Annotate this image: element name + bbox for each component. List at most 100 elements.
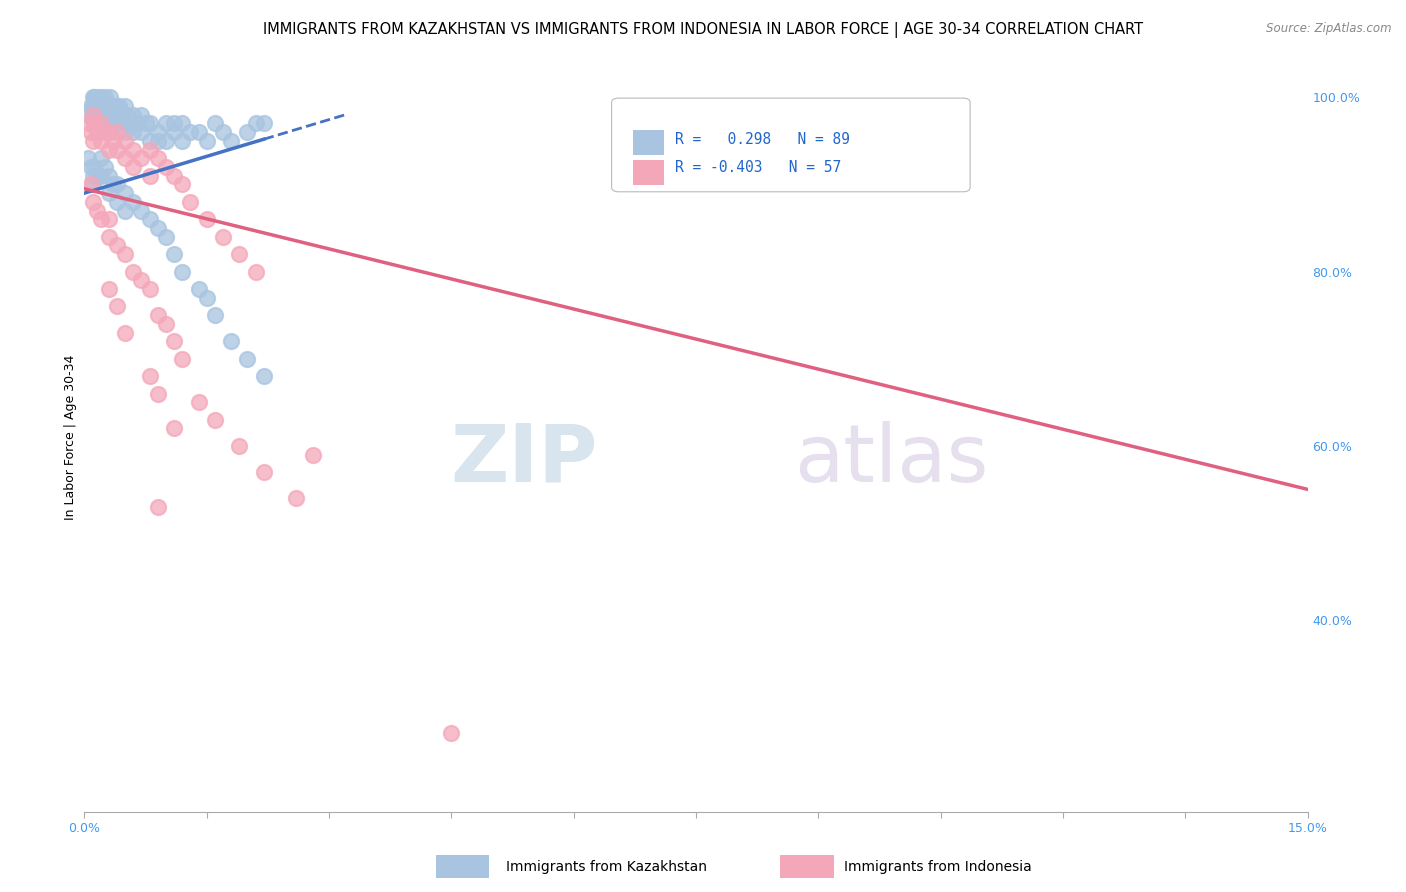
Point bbox=[146, 125, 169, 139]
Point bbox=[122, 194, 145, 209]
Point bbox=[114, 247, 136, 261]
Point bbox=[122, 108, 145, 122]
Point bbox=[138, 116, 160, 130]
Point bbox=[91, 99, 114, 113]
Point bbox=[122, 160, 145, 174]
Point bbox=[131, 151, 153, 165]
Point bbox=[114, 116, 136, 130]
Point bbox=[440, 726, 463, 740]
Point bbox=[97, 99, 120, 113]
Point bbox=[114, 99, 136, 113]
Point bbox=[77, 151, 100, 165]
Point bbox=[301, 448, 323, 462]
Point bbox=[80, 178, 103, 192]
Point bbox=[86, 90, 108, 104]
Point bbox=[105, 299, 128, 313]
Point bbox=[228, 247, 250, 261]
Point bbox=[245, 116, 267, 130]
Point bbox=[253, 465, 276, 479]
Point bbox=[172, 264, 194, 278]
Point bbox=[90, 90, 112, 104]
Point bbox=[138, 369, 160, 384]
Point bbox=[101, 178, 124, 192]
Point bbox=[122, 143, 145, 157]
Point bbox=[80, 99, 103, 113]
Point bbox=[179, 125, 201, 139]
Point bbox=[105, 108, 128, 122]
Point bbox=[195, 291, 218, 305]
Point bbox=[97, 116, 120, 130]
Point bbox=[105, 238, 128, 252]
Point bbox=[155, 116, 177, 130]
Point bbox=[114, 203, 136, 218]
Point bbox=[82, 178, 104, 192]
Point bbox=[127, 116, 149, 130]
Point bbox=[82, 169, 104, 183]
Point bbox=[97, 169, 120, 183]
Text: Immigrants from Kazakhstan: Immigrants from Kazakhstan bbox=[506, 860, 707, 874]
Point bbox=[187, 282, 209, 296]
Text: Source: ZipAtlas.com: Source: ZipAtlas.com bbox=[1267, 22, 1392, 36]
Point bbox=[97, 108, 120, 122]
Point bbox=[105, 99, 128, 113]
Point bbox=[97, 186, 120, 201]
Text: IMMIGRANTS FROM KAZAKHSTAN VS IMMIGRANTS FROM INDONESIA IN LABOR FORCE | AGE 30-: IMMIGRANTS FROM KAZAKHSTAN VS IMMIGRANTS… bbox=[263, 22, 1143, 38]
Point bbox=[172, 351, 194, 366]
Point bbox=[86, 203, 108, 218]
Point bbox=[115, 108, 138, 122]
Point bbox=[135, 116, 157, 130]
Point bbox=[90, 108, 112, 122]
Point bbox=[131, 125, 153, 139]
Point bbox=[82, 134, 104, 148]
Point bbox=[204, 116, 226, 130]
Point bbox=[204, 308, 226, 322]
Point bbox=[83, 90, 105, 104]
Point bbox=[114, 151, 136, 165]
Point bbox=[105, 143, 128, 157]
Point bbox=[93, 99, 115, 113]
Point bbox=[105, 125, 128, 139]
Point bbox=[138, 169, 160, 183]
Point bbox=[122, 116, 145, 130]
Point bbox=[163, 169, 186, 183]
Point bbox=[245, 264, 267, 278]
Point bbox=[97, 125, 120, 139]
Point bbox=[105, 178, 128, 192]
Text: R = -0.403   N = 57: R = -0.403 N = 57 bbox=[675, 161, 841, 175]
Y-axis label: In Labor Force | Age 30-34: In Labor Force | Age 30-34 bbox=[65, 354, 77, 520]
Text: atlas: atlas bbox=[794, 420, 988, 499]
Point bbox=[77, 108, 100, 122]
Point bbox=[138, 143, 160, 157]
Point bbox=[212, 125, 235, 139]
Point bbox=[90, 151, 112, 165]
Point bbox=[83, 99, 105, 113]
Point bbox=[138, 134, 160, 148]
Point bbox=[195, 134, 218, 148]
Point bbox=[146, 386, 169, 401]
Point bbox=[90, 134, 112, 148]
Point bbox=[253, 369, 276, 384]
Point bbox=[86, 169, 108, 183]
Point bbox=[155, 317, 177, 331]
Point bbox=[82, 108, 104, 122]
Point bbox=[82, 108, 104, 122]
Point bbox=[83, 160, 105, 174]
Point bbox=[101, 134, 124, 148]
Point bbox=[86, 108, 108, 122]
Point bbox=[172, 134, 194, 148]
Point bbox=[100, 90, 122, 104]
Point bbox=[146, 151, 169, 165]
Point bbox=[114, 326, 136, 340]
Point bbox=[110, 108, 132, 122]
Point bbox=[236, 125, 259, 139]
Point bbox=[163, 334, 186, 349]
Point bbox=[97, 229, 120, 244]
Point bbox=[219, 134, 242, 148]
Point bbox=[146, 308, 169, 322]
Point bbox=[131, 108, 153, 122]
Point bbox=[138, 212, 160, 227]
Point bbox=[172, 178, 194, 192]
Point bbox=[114, 134, 136, 148]
Text: R =   0.298   N = 89: R = 0.298 N = 89 bbox=[675, 132, 849, 147]
Point bbox=[101, 116, 124, 130]
